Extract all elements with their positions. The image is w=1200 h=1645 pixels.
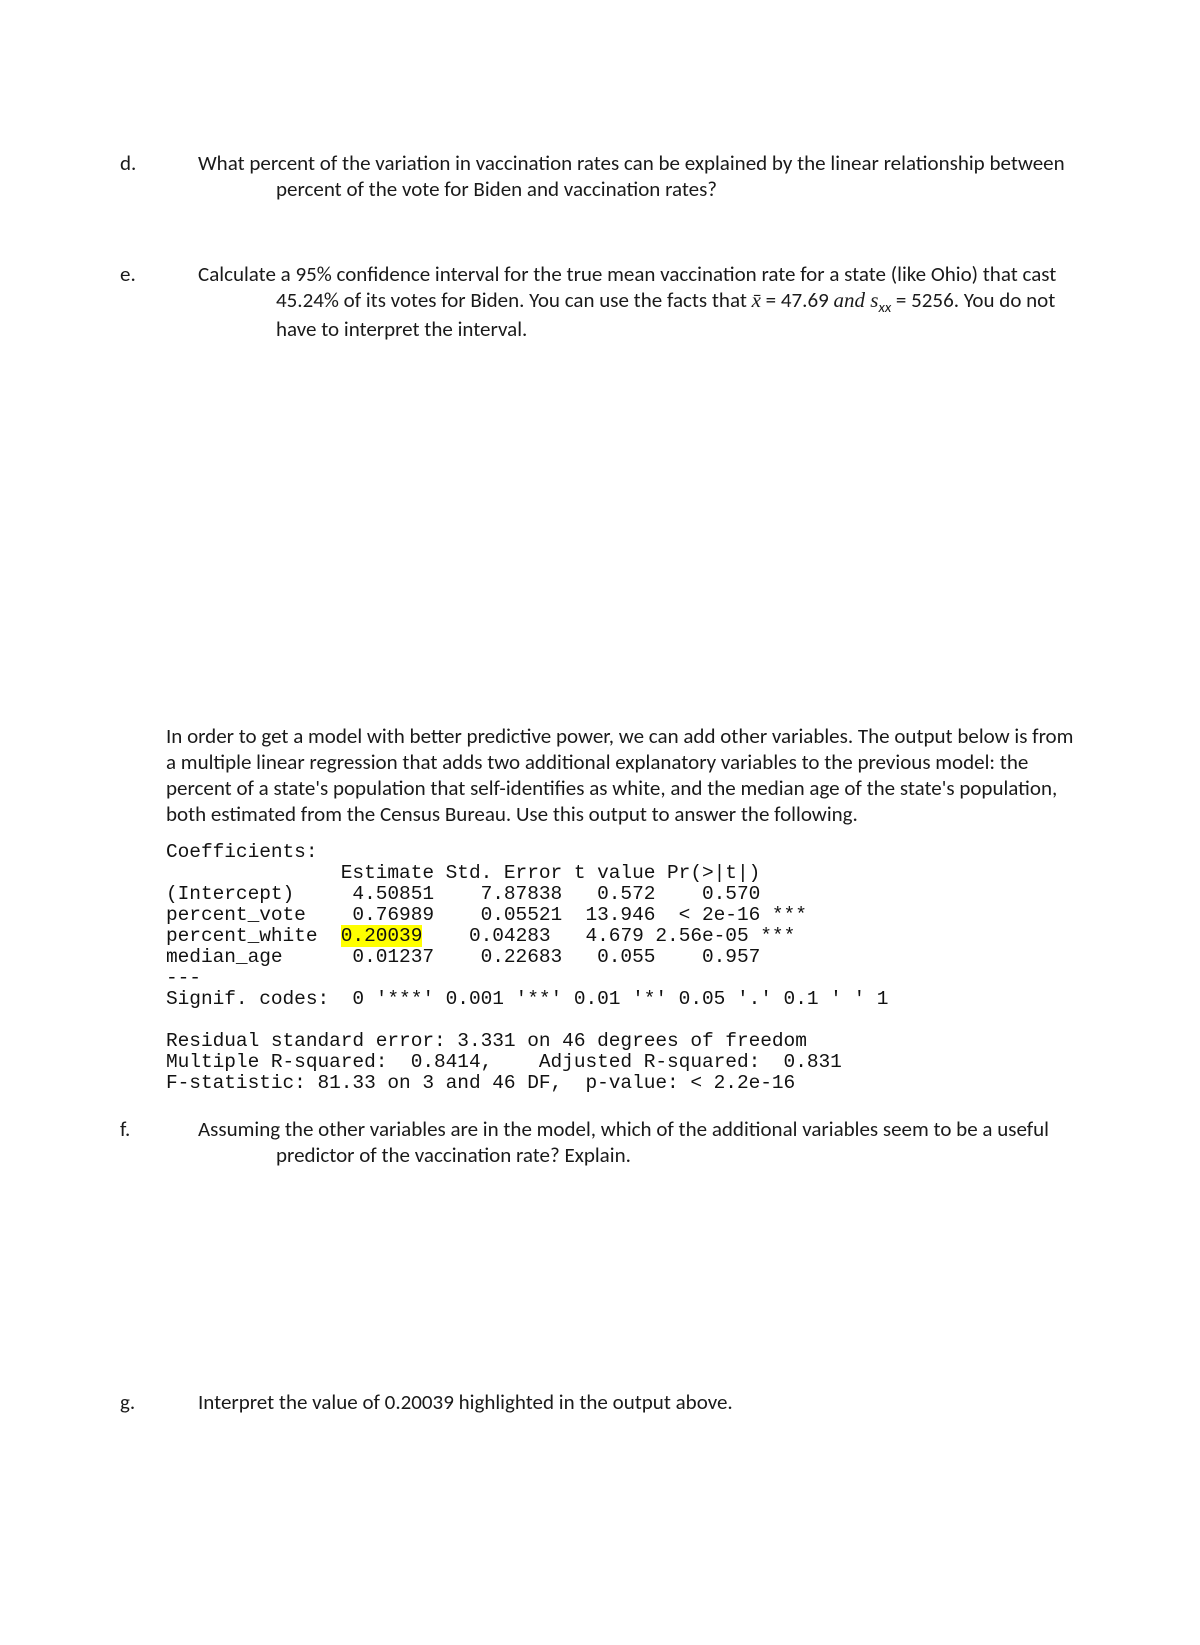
xbar-symbol: x̄ [752,288,761,312]
xbar-value: = 47.69 [761,287,834,313]
question-e: e. ​Calculate a 95% confidence interval … [120,261,1080,343]
code-line-12: F-statistic: 81.33 on 3 and 46 DF, p-val… [166,1072,795,1094]
code-line-2: Estimate Std. Error t value Pr(>|t|) [166,862,760,884]
question-g-letter: g. [120,1389,198,1415]
question-e-text: ​Calculate a 95% confidence interval for… [198,261,1080,343]
code-line-3: (Intercept) 4.50851 7.87838 0.572 0.570 [166,883,760,905]
code-line-10: Residual standard error: 3.331 on 46 deg… [166,1030,807,1052]
code-line-8: Signif. codes: 0 '***' 0.001 '**' 0.01 '… [166,988,888,1010]
question-f-body: Assuming the other variables are in the … [198,1116,1049,1168]
sxx-subscript: xx [878,298,891,316]
code-line-5a: percent_white [166,925,341,947]
question-d-text: ​What percent of the variation in vaccin… [198,150,1080,203]
question-d-letter: d. [120,150,198,203]
question-f-letter: f. [120,1116,198,1169]
question-e-letter: e. [120,261,198,343]
question-d: d. ​What percent of the variation in vac… [120,150,1080,203]
code-line-11: Multiple R-squared: 0.8414, Adjusted R-s… [166,1051,842,1073]
code-line-5b: 0.04283 4.679 2.56e-05 *** [422,925,795,947]
highlighted-coefficient: 0.20039 [341,925,423,947]
blank-workspace-e [120,343,1080,723]
question-g: g. ​Interpret the value of 0.20039 highl… [120,1389,1080,1415]
question-g-text: ​Interpret the value of 0.20039 highligh… [198,1389,1080,1415]
multiple-regression-intro: In order to get a model with better pred… [166,723,1080,828]
code-line-7: --- [166,967,201,989]
question-d-body: What percent of the variation in vaccina… [198,150,1065,202]
question-f: f. ​Assuming the other variables are in … [120,1116,1080,1169]
question-g-body: Interpret the value of 0.20039 highlight… [198,1389,733,1415]
question-f-text: ​Assuming the other variables are in the… [198,1116,1080,1169]
code-line-6: median_age 0.01237 0.22683 0.055 0.957 [166,946,760,968]
r-output-block: Coefficients: Estimate Std. Error t valu… [166,842,1080,1095]
and-word: and [834,288,871,312]
sxx-value: = 5256. [891,287,964,313]
code-line-4: percent_vote 0.76989 0.05521 13.946 < 2e… [166,904,807,926]
document-page: d. ​What percent of the variation in vac… [0,0,1200,1645]
code-line-1: Coefficients: [166,841,317,863]
